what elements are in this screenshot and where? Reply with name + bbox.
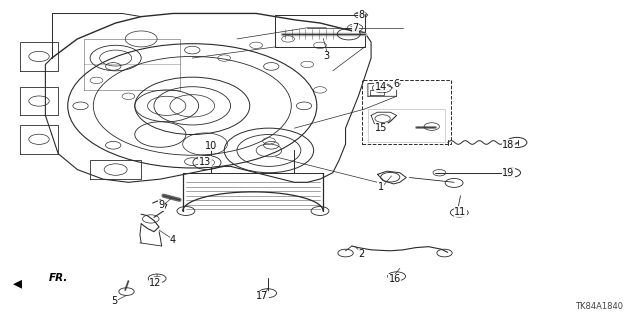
Text: 17: 17 [257,292,269,301]
Text: 7: 7 [352,23,358,33]
Text: 18: 18 [502,140,515,150]
Text: 11: 11 [454,207,467,217]
Text: 4: 4 [170,235,176,245]
Text: 9: 9 [159,200,164,210]
Text: 16: 16 [388,275,401,284]
Bar [362,80,451,144]
Text: 3: 3 [323,52,330,61]
Text: 2: 2 [358,249,365,259]
Text: TK84A1840: TK84A1840 [575,302,623,311]
Text: 19: 19 [502,168,515,178]
Text: 13: 13 [199,156,211,167]
Text: 14: 14 [374,82,387,92]
Text: 8: 8 [358,10,365,20]
Text: 1: 1 [378,182,384,192]
Text: 10: 10 [205,141,218,151]
Text: FR.: FR. [49,273,68,283]
Text: 15: 15 [375,123,387,133]
Text: 6: 6 [394,79,400,89]
Text: 5: 5 [111,296,118,306]
Text: 12: 12 [149,278,161,288]
